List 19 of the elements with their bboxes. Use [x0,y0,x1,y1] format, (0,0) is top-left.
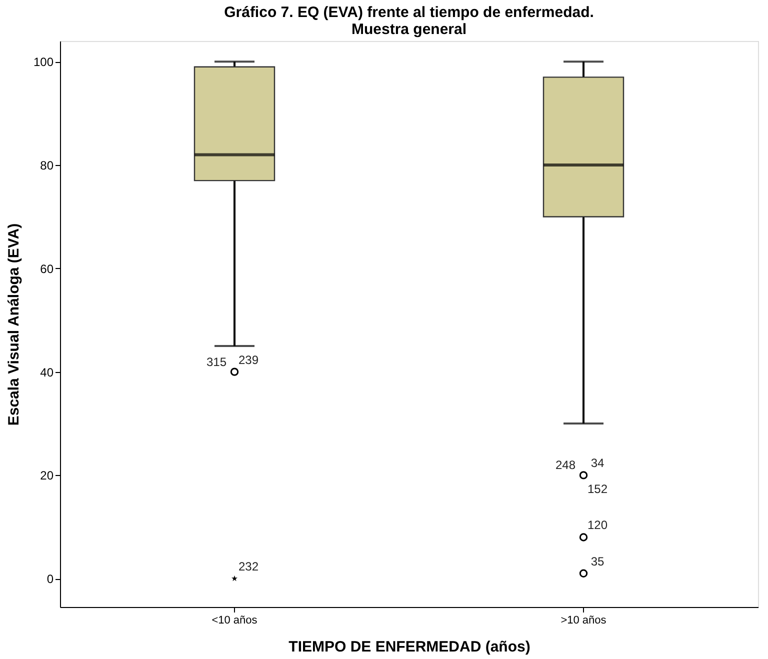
annotation: 35 [590,554,604,568]
chart-title: Gráfico 7. EQ (EVA) frente al tiempo de enfermedad. Muestra general [224,4,594,38]
x-tick-label: <10 años [212,614,258,626]
annotation: 152 [587,482,608,496]
x-axis-title: TIEMPO DE ENFERMEDAD (años) [288,638,530,656]
annotation: 315 [206,354,227,369]
y-tick-label: 60 [40,262,54,276]
annotation: 232 [238,560,259,574]
y-axis-title: Escala Visual Análoga (EVA) [5,223,22,426]
annotation: 120 [587,518,608,532]
annotation: 239 [238,352,259,367]
y-tick-label: 40 [40,365,54,380]
y-tick-label: 80 [40,158,54,173]
y-tick-label: 20 [40,468,54,483]
y-tick-label: 0 [46,572,54,586]
annotation: 248 [555,458,576,472]
annotation: 34 [590,456,604,470]
y-tick-label: 100 [33,55,54,70]
x-tick-label: >10 años [560,614,607,626]
